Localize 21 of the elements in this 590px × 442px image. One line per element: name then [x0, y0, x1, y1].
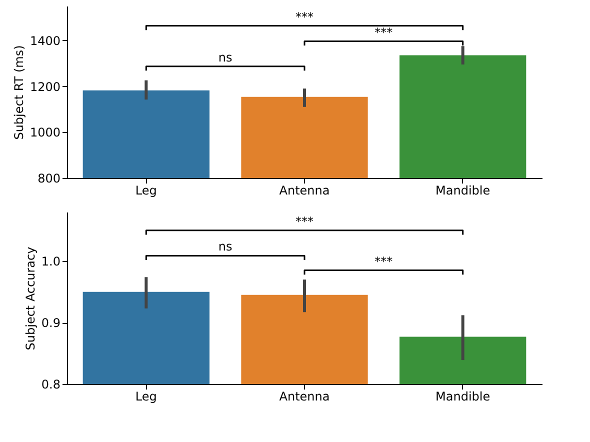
x-tick-label: Antenna: [279, 390, 330, 404]
annotation: ***: [296, 10, 314, 24]
y-tick-label: 1000: [30, 126, 60, 140]
x-tick-label: Antenna: [279, 184, 330, 198]
x-tick-label: Leg: [135, 390, 157, 404]
annotation: ns: [218, 240, 232, 254]
annotation: ***: [296, 214, 314, 228]
y-axis-title: Subject RT (ms): [12, 45, 26, 140]
y-tick-label: 1400: [30, 34, 60, 48]
y-tick-label: 800: [38, 172, 60, 186]
y-tick-label: 0.9: [41, 316, 60, 330]
annotation: ***: [374, 25, 393, 40]
y-axis-title: Subject Accuracy: [23, 246, 38, 350]
x-tick-label: Mandible: [436, 390, 490, 404]
annotation: ns: [218, 50, 232, 64]
x-tick-label: Mandible: [436, 184, 490, 198]
annotation: ***: [374, 254, 393, 268]
y-tick-label: 1.0: [41, 254, 60, 269]
y-tick-label: 0.8: [41, 378, 60, 392]
x-tick-label: Leg: [135, 184, 157, 198]
y-tick-label: 1200: [30, 80, 60, 94]
